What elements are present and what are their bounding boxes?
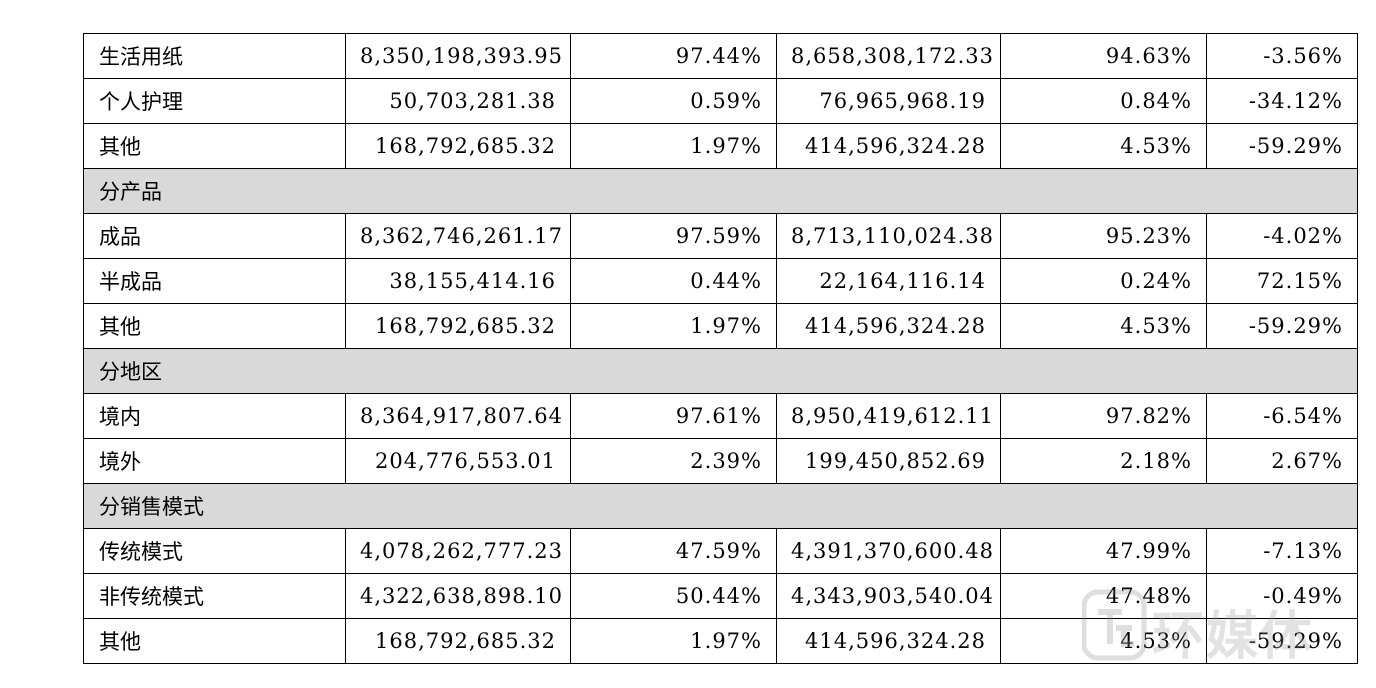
- table-cell: 168,792,685.32: [345, 303, 571, 349]
- table-body: 生活用纸 8,350,198,393.95 97.44% 8,658,308,172.…: [83, 33, 1358, 664]
- table-row: 其他 168,792,685.32 1.97% 414,596,324.28 4.53%…: [83, 303, 1358, 349]
- table-cell: 97.61%: [570, 393, 777, 439]
- table-cell: 97.59%: [570, 213, 777, 259]
- row-label: 半成品: [83, 258, 346, 304]
- table-cell: -3.56%: [1206, 33, 1358, 79]
- table-row: 其他 168,792,685.32 1.97% 414,596,324.28 4.53%…: [83, 618, 1358, 664]
- table-row: 其他 168,792,685.32 1.97% 414,596,324.28 4.53%…: [83, 123, 1358, 169]
- table-cell: 8,658,308,172.33: [776, 33, 1001, 79]
- table-cell: 47.99%: [1000, 528, 1207, 574]
- table-cell: 38,155,414.16: [345, 258, 571, 304]
- section-row: 分地区: [83, 348, 1358, 394]
- table-row: 成品 8,362,746,261.17 97.59% 8,713,110,024.38…: [83, 213, 1358, 259]
- table-cell: 47.48%: [1000, 573, 1207, 619]
- table-row: 非传统模式 4,322,638,898.10 50.44% 4,343,903,540…: [83, 573, 1358, 619]
- table-cell: 1.97%: [570, 123, 777, 169]
- table-cell: -0.49%: [1206, 573, 1358, 619]
- table-cell: 1.97%: [570, 303, 777, 349]
- table-cell: 8,362,746,261.17: [345, 213, 571, 259]
- table-cell: 97.82%: [1000, 393, 1207, 439]
- table-cell: 0.59%: [570, 78, 777, 124]
- section-label: 分产品: [83, 168, 1358, 214]
- table-cell: -6.54%: [1206, 393, 1358, 439]
- section-row: 分产品: [83, 168, 1358, 214]
- table-cell: 8,350,198,393.95: [345, 33, 571, 79]
- table-cell: 94.63%: [1000, 33, 1207, 79]
- table-cell: 414,596,324.28: [776, 123, 1001, 169]
- table-row: 个人护理 50,703,281.38 0.59% 76,965,968.19 0.84%…: [83, 78, 1358, 124]
- table-cell: -59.29%: [1206, 618, 1358, 664]
- row-label: 境内: [83, 393, 346, 439]
- table-cell: -4.02%: [1206, 213, 1358, 259]
- table-row: 半成品 38,155,414.16 0.44% 22,164,116.14 0.24% 7…: [83, 258, 1358, 304]
- table-cell: 22,164,116.14: [776, 258, 1001, 304]
- table-cell: 2.18%: [1000, 438, 1207, 484]
- table-cell: 168,792,685.32: [345, 618, 571, 664]
- section-row: 分销售模式: [83, 483, 1358, 529]
- table-cell: -59.29%: [1206, 303, 1358, 349]
- table-cell: 414,596,324.28: [776, 618, 1001, 664]
- table-cell: 204,776,553.01: [345, 438, 571, 484]
- table-cell: 95.23%: [1000, 213, 1207, 259]
- row-label: 其他: [83, 618, 346, 664]
- table-cell: 0.84%: [1000, 78, 1207, 124]
- section-label: 分销售模式: [83, 483, 1358, 529]
- table-cell: 0.44%: [570, 258, 777, 304]
- table-cell: 168,792,685.32: [345, 123, 571, 169]
- table-cell: 50,703,281.38: [345, 78, 571, 124]
- table-cell: 4,343,903,540.04: [776, 573, 1001, 619]
- table-cell: 8,950,419,612.11: [776, 393, 1001, 439]
- table-row: 境内 8,364,917,807.64 97.61% 8,950,419,612.11…: [83, 393, 1358, 439]
- row-label: 其他: [83, 303, 346, 349]
- table-cell: 72.15%: [1206, 258, 1358, 304]
- table-cell: 1.97%: [570, 618, 777, 664]
- table-cell: 2.67%: [1206, 438, 1358, 484]
- table-cell: 4.53%: [1000, 618, 1207, 664]
- row-label: 其他: [83, 123, 346, 169]
- table-cell: 2.39%: [570, 438, 777, 484]
- table-cell: 4.53%: [1000, 303, 1207, 349]
- row-label: 境外: [83, 438, 346, 484]
- table-cell: 4,391,370,600.48: [776, 528, 1001, 574]
- table-cell: -34.12%: [1206, 78, 1358, 124]
- table-cell: 50.44%: [570, 573, 777, 619]
- row-label: 非传统模式: [83, 573, 346, 619]
- row-label: 生活用纸: [83, 33, 346, 79]
- table-cell: 47.59%: [570, 528, 777, 574]
- table-cell: -7.13%: [1206, 528, 1358, 574]
- table-cell: 4,078,262,777.23: [345, 528, 571, 574]
- table-cell: 4.53%: [1000, 123, 1207, 169]
- row-label: 成品: [83, 213, 346, 259]
- table-cell: 414,596,324.28: [776, 303, 1001, 349]
- table-cell: 76,965,968.19: [776, 78, 1001, 124]
- table-row: 传统模式 4,078,262,777.23 47.59% 4,391,370,600.…: [83, 528, 1358, 574]
- row-label: 个人护理: [83, 78, 346, 124]
- table-cell: 0.24%: [1000, 258, 1207, 304]
- table-row: 境外 204,776,553.01 2.39% 199,450,852.69 2.18%…: [83, 438, 1358, 484]
- table-cell: 4,322,638,898.10: [345, 573, 571, 619]
- table-cell: 97.44%: [570, 33, 777, 79]
- revenue-breakdown-table: 生活用纸 8,350,198,393.95 97.44% 8,658,308,172.…: [83, 33, 1358, 664]
- table-cell: -59.29%: [1206, 123, 1358, 169]
- table-cell: 8,364,917,807.64: [345, 393, 571, 439]
- table-cell: 199,450,852.69: [776, 438, 1001, 484]
- table-cell: 8,713,110,024.38: [776, 213, 1001, 259]
- table-row: 生活用纸 8,350,198,393.95 97.44% 8,658,308,172.…: [83, 33, 1358, 79]
- row-label: 传统模式: [83, 528, 346, 574]
- section-label: 分地区: [83, 348, 1358, 394]
